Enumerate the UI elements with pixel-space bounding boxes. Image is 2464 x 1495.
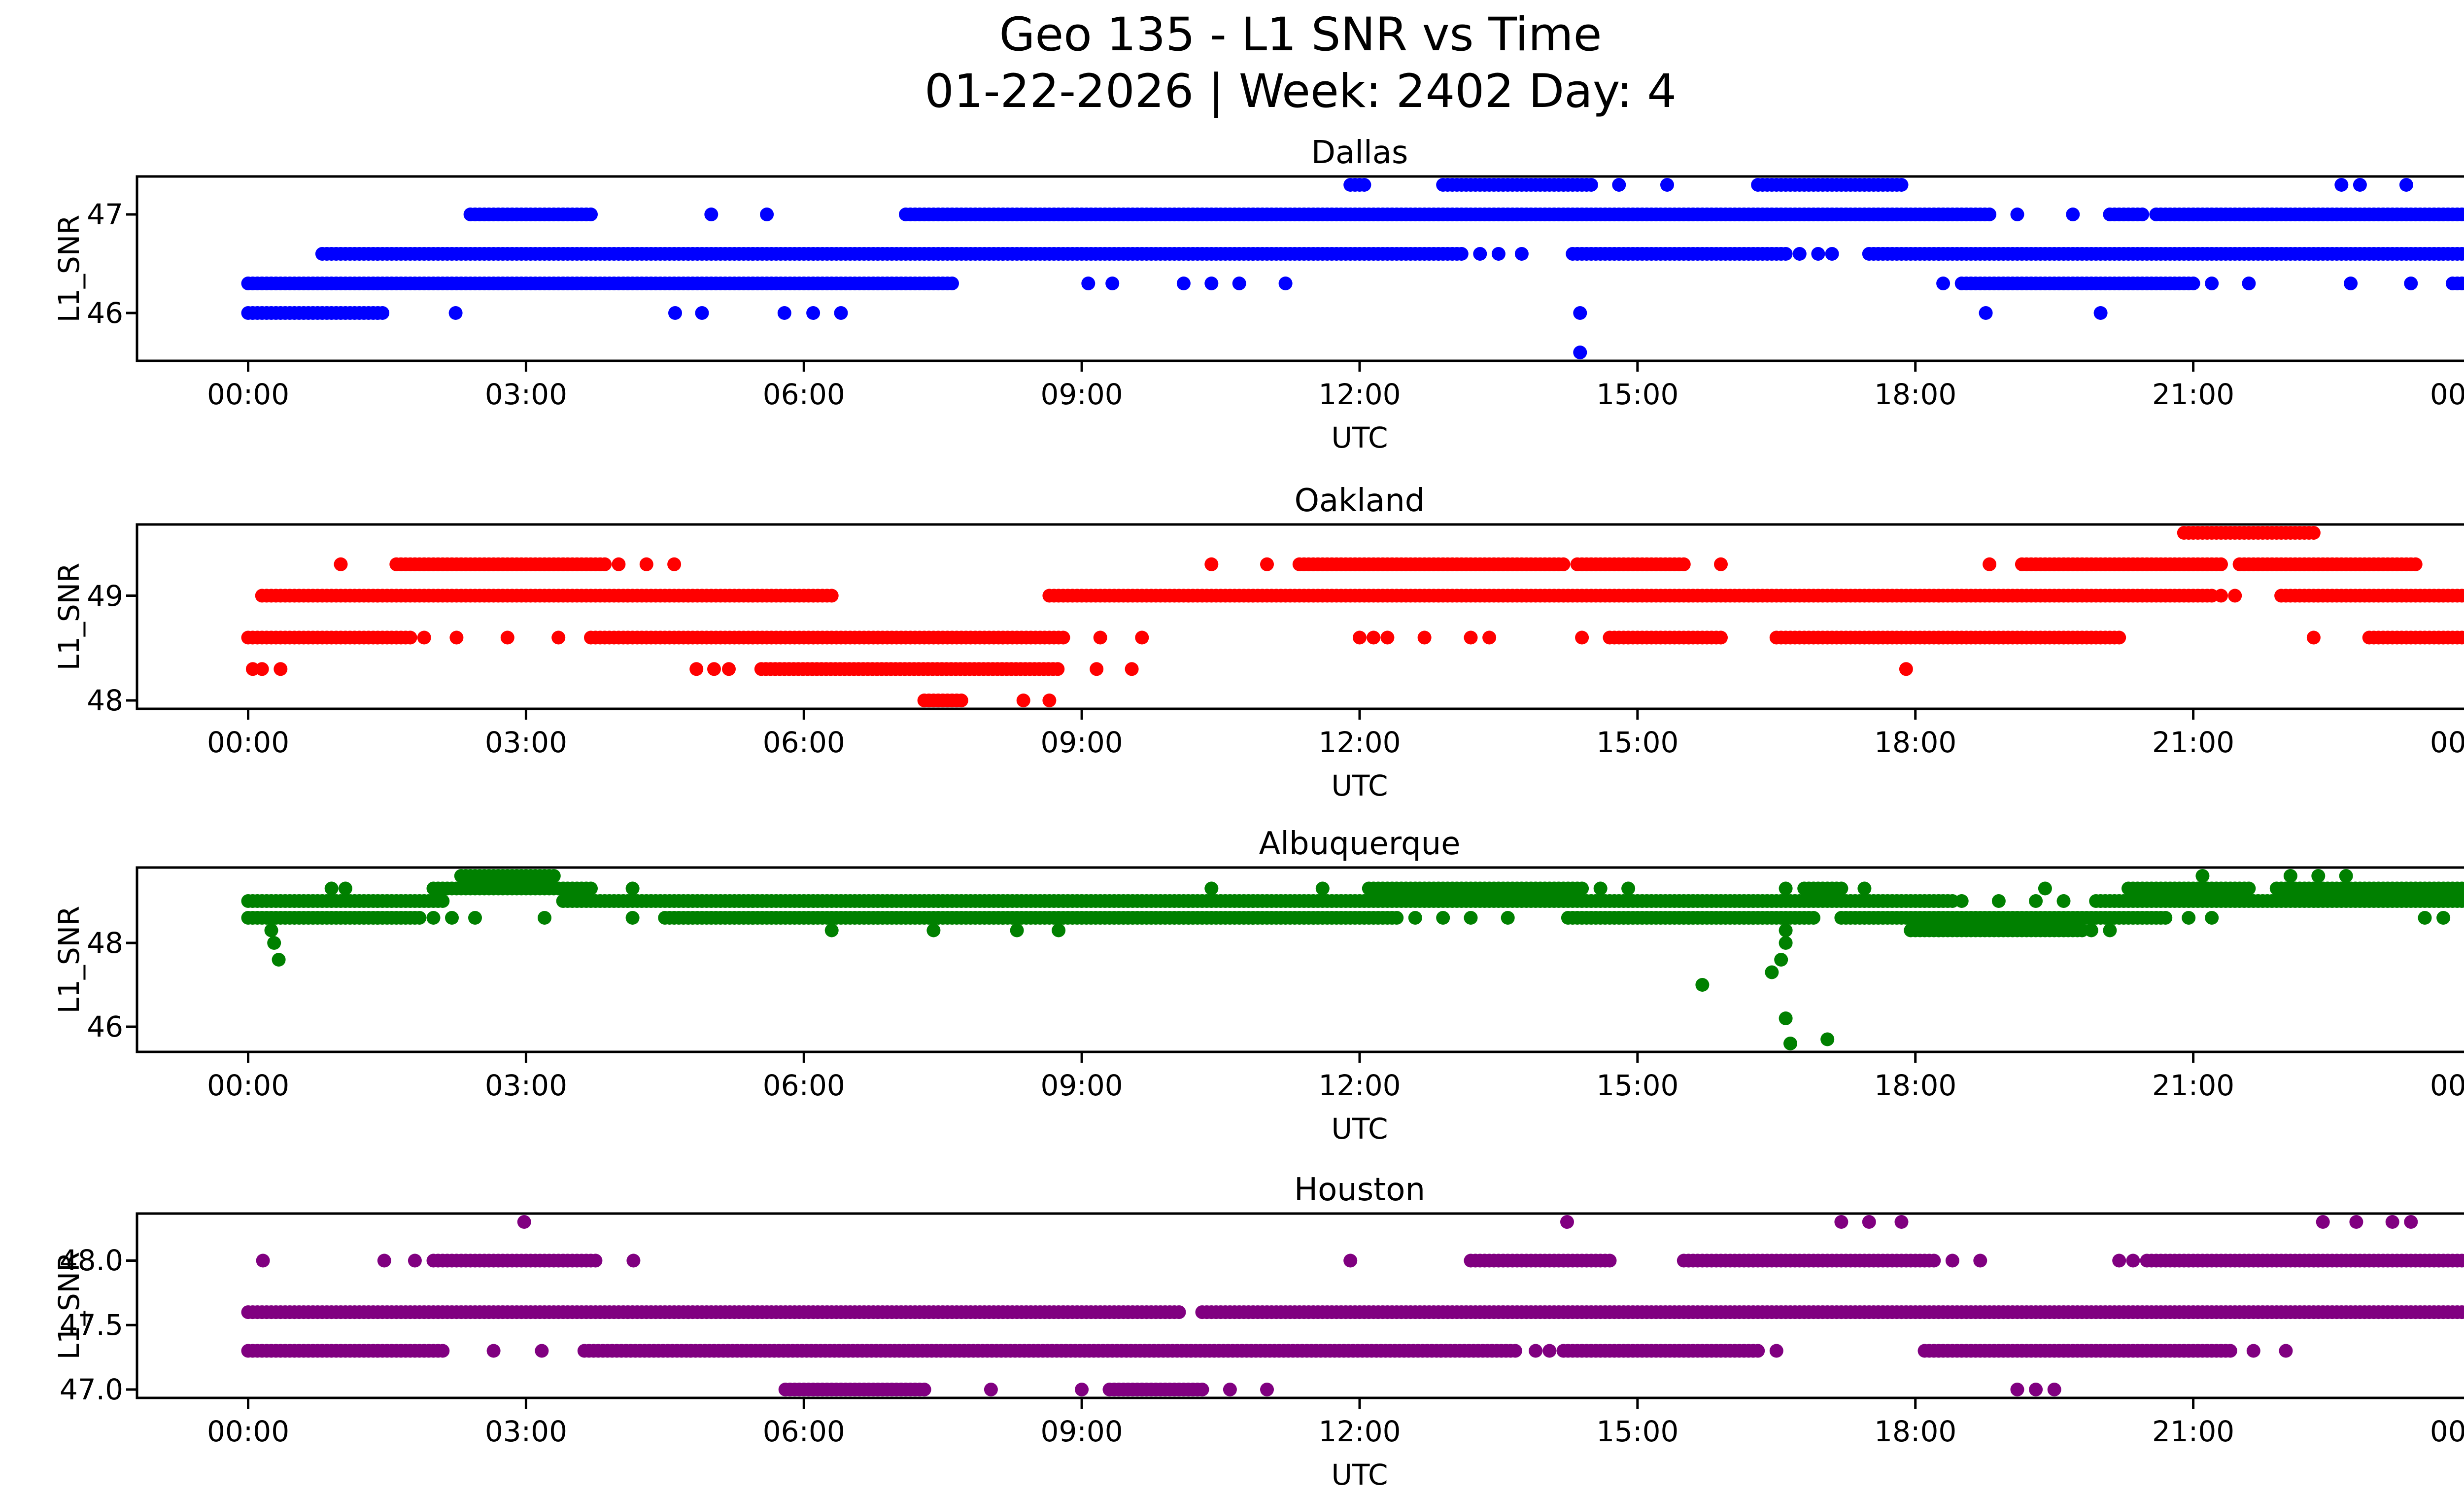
dallas-xlabel: UTC [1331,421,1388,454]
houston-ytick-label-47.5: 47.5 [59,1308,123,1342]
oakland-xlabel: UTC [1331,769,1388,802]
oakland-ytick-label-48: 48 [87,684,123,717]
dallas-xtick-label-5: 15:00 [1596,378,1679,411]
albuquerque-xtick-label-2: 06:00 [762,1069,845,1102]
houston-xtick-label-8: 00:00 [2430,1415,2464,1448]
suptitle-line1: Geo 135 - L1 SNR vs Time [999,8,1602,62]
houston-ytick-label-48.0: 48.0 [59,1244,123,1278]
albuquerque-xlabel: UTC [1331,1112,1388,1146]
albuquerque-ytick-label-46: 46 [87,1010,123,1043]
oakland-xtick-label-6: 18:00 [1874,726,1957,759]
houston-ytick-label-47.0: 47.0 [59,1373,123,1406]
oakland-xtick-label-2: 06:00 [762,726,845,759]
houston-xtick-label-4: 12:00 [1318,1415,1401,1448]
dallas-ytick-label-47: 47 [87,198,123,231]
albuquerque-ytick-label-48: 48 [87,926,123,960]
dallas-xtick-label-3: 09:00 [1040,378,1123,411]
dallas-xtick-label-8: 00:00 [2430,378,2464,411]
albuquerque-xtick-label-8: 00:00 [2430,1069,2464,1102]
houston-xtick-label-0: 00:00 [206,1415,290,1448]
subplot-title-albuquerque: Albuquerque [1259,826,1461,862]
houston-xlabel: UTC [1331,1458,1388,1492]
albuquerque-scatter-points [241,869,2464,1050]
oakland-xtick-label-7: 21:00 [2152,726,2235,759]
oakland-xtick-label-3: 09:00 [1040,726,1123,759]
houston-xtick-label-2: 06:00 [762,1415,845,1448]
albuquerque-xtick-label-1: 03:00 [484,1069,567,1102]
houston-xtick-label-1: 03:00 [484,1415,567,1448]
dallas-xtick-label-6: 18:00 [1874,378,1957,411]
subplot-title-dallas: Dallas [1311,135,1408,171]
figure-suptitle: Geo 135 - L1 SNR vs Time 01-22-2026 | We… [0,7,2464,120]
albuquerque-xtick-label-6: 18:00 [1874,1069,1957,1102]
oakland-xtick-label-4: 12:00 [1318,726,1401,759]
houston-xtick-label-3: 09:00 [1040,1415,1123,1448]
dallas-ytick-label-46: 46 [87,296,123,330]
albuquerque-xtick-label-3: 09:00 [1040,1069,1123,1102]
albuquerque-xtick-label-4: 12:00 [1318,1069,1401,1102]
oakland-xtick-label-1: 03:00 [484,726,567,759]
oakland-xtick-label-0: 00:00 [206,726,290,759]
dallas-xtick-label-7: 21:00 [2152,378,2235,411]
dallas-xtick-label-1: 03:00 [484,378,567,411]
suptitle-line2: 01-22-2026 | Week: 2402 Day: 4 [924,64,1677,118]
oakland-ytick-label-49: 49 [87,579,123,613]
dallas-xtick-label-0: 00:00 [206,378,290,411]
albuquerque-xtick-label-0: 00:00 [206,1069,290,1102]
subplot-title-houston: Houston [1294,1172,1425,1208]
dallas-xtick-label-4: 12:00 [1318,378,1401,411]
houston-xtick-label-5: 15:00 [1596,1415,1679,1448]
oakland-xtick-label-5: 15:00 [1596,726,1679,759]
houston-scatter-points [241,1215,2464,1396]
subplot-title-oakland: Oakland [1294,483,1425,519]
oakland-xtick-label-8: 00:00 [2430,726,2464,759]
albuquerque-xtick-label-7: 21:00 [2152,1069,2235,1102]
houston-xtick-label-6: 18:00 [1874,1415,1957,1448]
albuquerque-xtick-label-5: 15:00 [1596,1069,1679,1102]
dallas-xtick-label-2: 06:00 [762,378,845,411]
dallas-scatter-points [241,178,2464,359]
houston-xtick-label-7: 21:00 [2152,1415,2235,1448]
oakland-scatter-points [241,526,2464,707]
